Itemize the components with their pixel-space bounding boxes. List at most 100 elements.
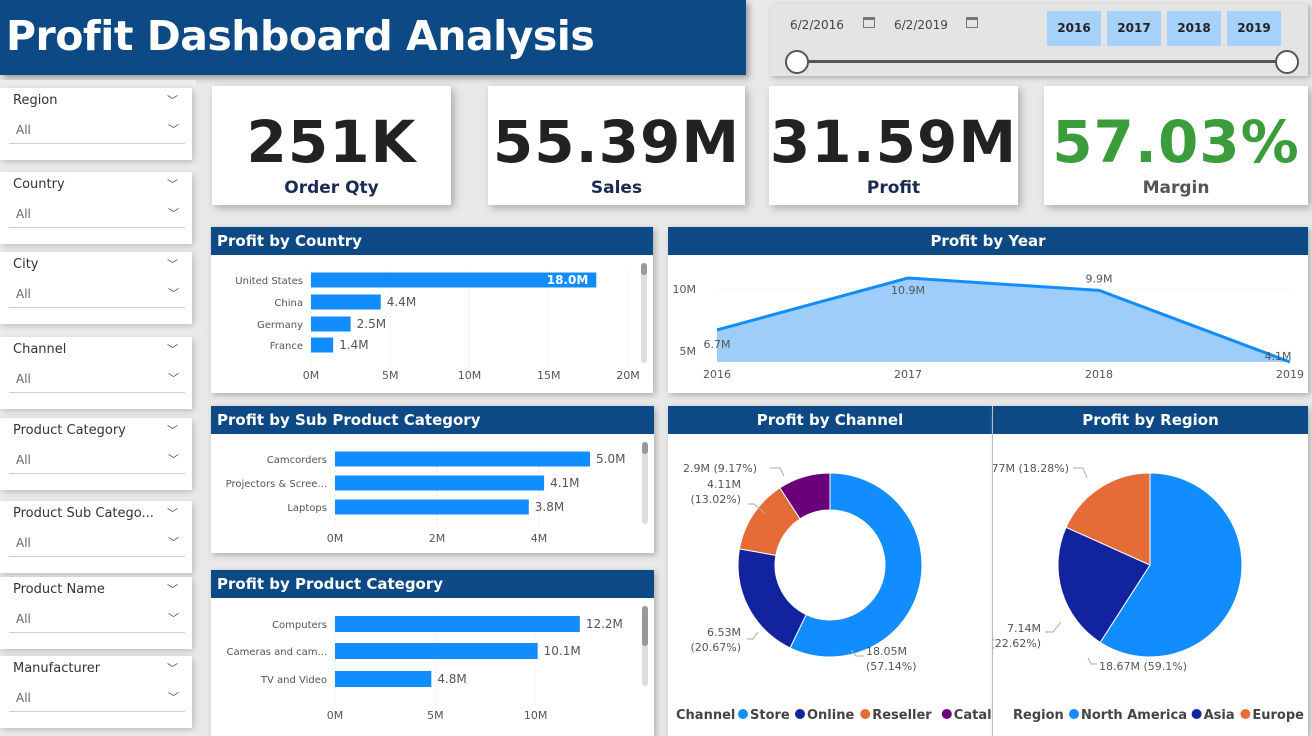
filter-dropdown[interactable]: All ﹀ [9, 448, 185, 474]
data-label: 2.9M (9.17%) [683, 462, 757, 475]
year-button-2018[interactable]: 2018 [1167, 11, 1221, 46]
filter-dropdown[interactable]: All ﹀ [9, 367, 185, 393]
data-label: 10.1M [544, 644, 581, 658]
bar[interactable] [335, 451, 590, 467]
filter-value: All [16, 123, 31, 137]
chevron-down-icon[interactable]: ﹀ [167, 94, 178, 107]
start-date-input[interactable]: 6/2/2016 [790, 18, 844, 32]
category-label: Camcorders [267, 455, 327, 466]
bar[interactable] [335, 671, 432, 687]
x-tick-label: 4M [531, 532, 548, 545]
x-tick-label: 0M [327, 532, 344, 545]
filter-city: City ﹀ All ﹀ [0, 252, 192, 324]
end-date-input[interactable]: 6/2/2019 [894, 18, 948, 32]
scrollbar[interactable] [641, 263, 647, 363]
year-button-2016[interactable]: 2016 [1047, 11, 1101, 46]
calendar-icon[interactable] [863, 17, 875, 28]
filter-dropdown[interactable]: All ﹀ [9, 118, 185, 144]
category-label: China [274, 298, 303, 309]
year-button-2017[interactable]: 2017 [1107, 11, 1161, 46]
slice-online[interactable] [737, 548, 807, 649]
profit-by-product-category-chart: Profit by Product Category 0M 5M 10M Comput… [211, 570, 654, 736]
legend-item[interactable]: Store [750, 708, 790, 723]
chevron-down-icon[interactable]: ﹀ [167, 507, 178, 520]
chevron-down-icon[interactable]: ﹀ [167, 178, 178, 191]
filter-label: Region [13, 93, 58, 108]
filter-value: All [16, 612, 31, 626]
profit-by-channel-chart: Profit by Channel 18.05M (57.14%) 6.53M (20… [668, 406, 992, 736]
chevron-down-icon[interactable]: ﹀ [168, 207, 179, 220]
chevron-down-icon[interactable]: ﹀ [168, 372, 179, 385]
scrollbar[interactable] [642, 606, 648, 686]
kpi-value: 55.39M [492, 108, 741, 176]
legend-item[interactable]: Catalog [954, 708, 992, 723]
legend-item[interactable]: Europe [1252, 708, 1304, 723]
slice-europe[interactable] [1065, 472, 1151, 566]
chevron-down-icon[interactable]: ﹀ [167, 583, 178, 596]
calendar-icon[interactable] [966, 17, 978, 28]
slider-track[interactable] [797, 60, 1287, 63]
legend-item[interactable]: Asia [1204, 708, 1235, 723]
filter-dropdown[interactable]: All ﹀ [9, 531, 185, 557]
year-button-2019[interactable]: 2019 [1227, 11, 1281, 46]
data-label: 9.9M [1086, 272, 1113, 285]
bar[interactable] [335, 616, 580, 632]
filter-dropdown[interactable]: All ﹀ [9, 686, 185, 712]
chart-title: Profit by Channel [668, 406, 992, 434]
profit-by-sub-product-category-chart: Profit by Sub Product Category 0M 2M 4M Cam… [211, 406, 654, 553]
slice-north-america[interactable] [1099, 472, 1243, 658]
filter-dropdown[interactable]: All ﹀ [9, 282, 185, 308]
kpi-label: Order Qty [284, 178, 379, 198]
bar[interactable] [335, 499, 529, 515]
data-label: 1.4M [339, 338, 368, 352]
title-banner: Profit Dashboard Analysis [0, 0, 746, 75]
bar[interactable] [335, 475, 545, 491]
filter-dropdown[interactable]: All ﹀ [9, 607, 185, 633]
chevron-down-icon[interactable]: ﹀ [168, 536, 179, 549]
y-tick-label: 10M [673, 283, 697, 296]
filter-value: All [16, 691, 31, 705]
filter-dropdown[interactable]: All ﹀ [9, 202, 185, 228]
kpi-card-order-qty: 251K Order Qty [212, 86, 451, 205]
chevron-down-icon[interactable]: ﹀ [168, 287, 179, 300]
data-label: (22.62%) [993, 637, 1041, 650]
leader-line [770, 467, 785, 477]
legend-marker [860, 709, 871, 719]
date-range-slicer[interactable]: 6/2/2016 6/2/2019 2016 2017 2018 2019 [770, 4, 1308, 76]
chevron-down-icon[interactable]: ﹀ [168, 612, 179, 625]
bar[interactable] [335, 643, 538, 659]
chevron-down-icon[interactable]: ﹀ [167, 343, 178, 356]
chevron-down-icon[interactable]: ﹀ [168, 691, 179, 704]
leader-line [747, 631, 759, 640]
slice-store[interactable] [789, 472, 923, 658]
chevron-down-icon[interactable]: ﹀ [168, 453, 179, 466]
filter-label: Channel [13, 342, 67, 357]
bar[interactable] [311, 272, 597, 288]
data-label: 18.05M [866, 645, 907, 658]
slice-catalog[interactable] [779, 472, 831, 520]
legend-item[interactable]: Reseller [872, 708, 932, 723]
data-label: (57.14%) [866, 660, 917, 673]
bar[interactable] [311, 294, 381, 310]
legend-item[interactable]: Online [807, 708, 854, 723]
data-label: 2.5M [357, 317, 386, 331]
category-label: Germany [257, 320, 303, 331]
slice-asia[interactable] [1057, 526, 1151, 644]
y-tick-label: 5M [680, 345, 697, 358]
bar[interactable] [311, 337, 334, 353]
slider-start-handle[interactable] [785, 50, 809, 74]
data-label: 18.67M (59.1%) [1099, 660, 1187, 673]
chevron-down-icon[interactable]: ﹀ [168, 123, 179, 136]
chevron-down-icon[interactable]: ﹀ [167, 424, 178, 437]
scrollbar[interactable] [642, 442, 648, 524]
data-label: 4.8M [437, 672, 466, 686]
x-tick-label: 5M [427, 709, 444, 722]
filter-value: All [16, 372, 31, 386]
legend-item[interactable]: North America [1081, 708, 1187, 723]
legend-marker [1191, 709, 1202, 719]
slider-end-handle[interactable] [1275, 50, 1299, 74]
chevron-down-icon[interactable]: ﹀ [167, 258, 178, 271]
kpi-card-margin: 57.03% Margin [1044, 86, 1308, 205]
bar[interactable] [311, 316, 351, 332]
chevron-down-icon[interactable]: ﹀ [167, 662, 178, 675]
